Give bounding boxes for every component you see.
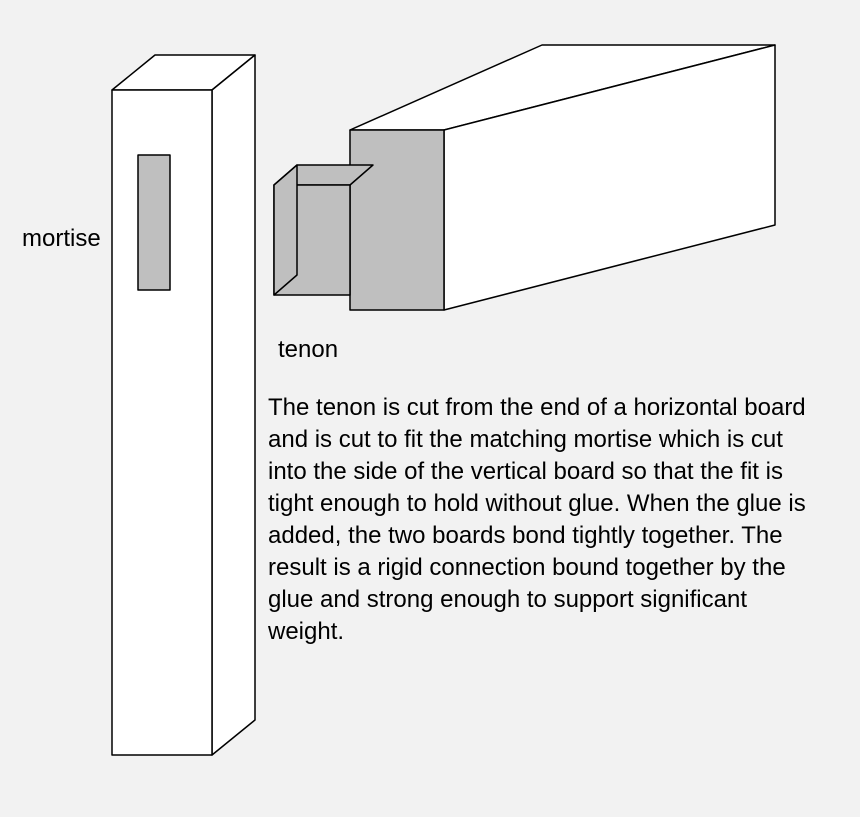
description-text: The tenon is cut from the end of a horiz… [268,392,813,648]
mortise-slot [138,155,170,290]
tenon-label: tenon [278,336,338,364]
tenon-side [274,165,297,295]
diagram-stage: mortise tenon The tenon is cut from the … [0,0,860,817]
vertical-board-right [212,55,255,755]
horizontal-board-end-face [350,130,444,310]
mortise-label: mortise [22,225,101,253]
